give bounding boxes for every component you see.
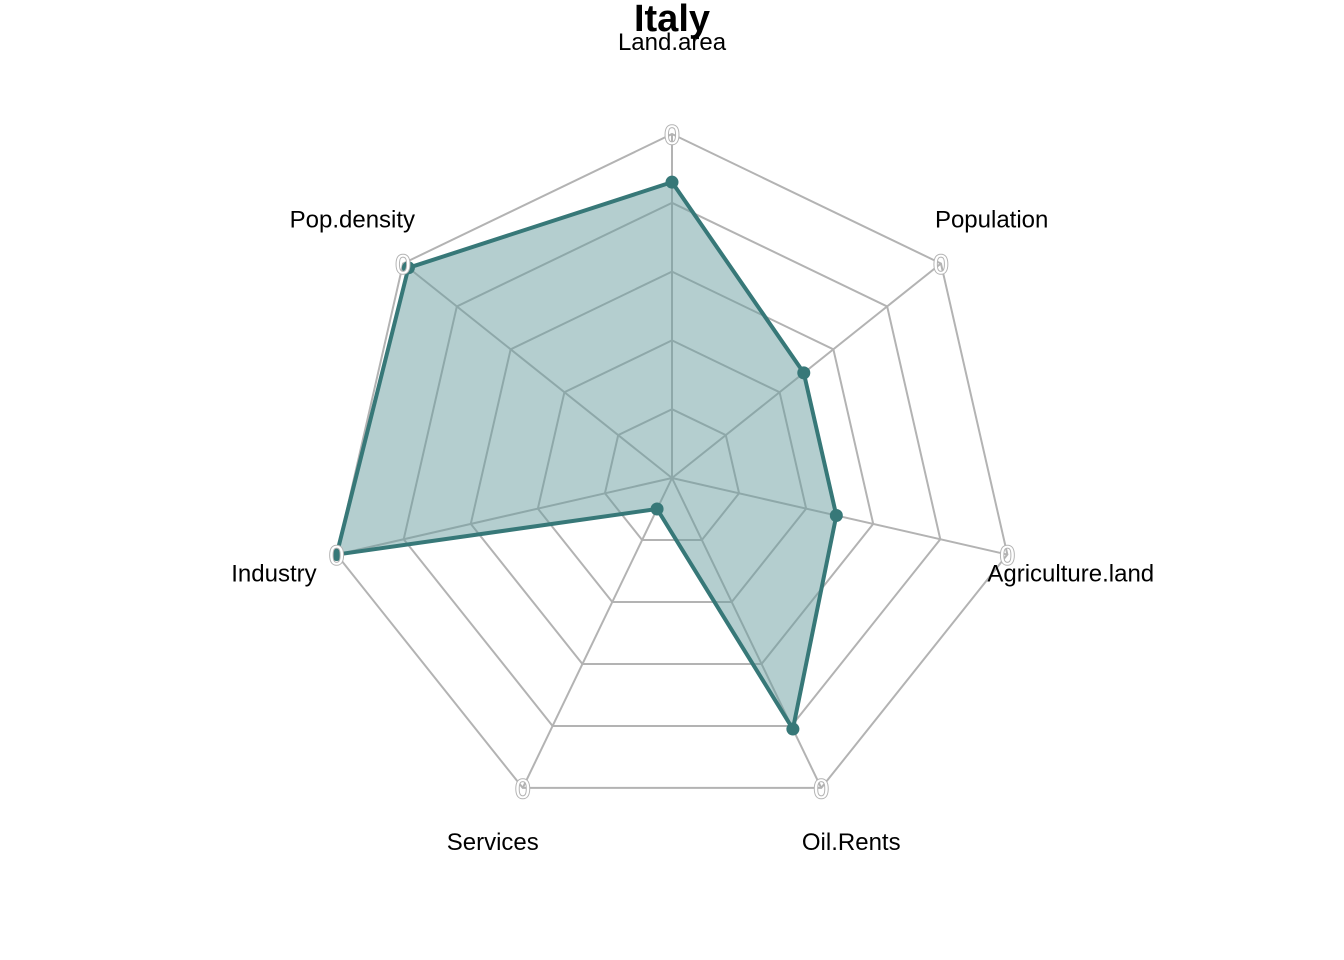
data-point-Pop.density bbox=[401, 261, 415, 275]
ring-value-label-Industry: 0 bbox=[329, 541, 344, 571]
data-point-Oil.Rents bbox=[786, 722, 800, 736]
chart-title: Italy bbox=[634, 0, 710, 40]
data-point-Population bbox=[797, 366, 811, 380]
ring-value-label-Population: 0 bbox=[933, 250, 948, 280]
data-layer bbox=[330, 175, 843, 736]
axis-label-Pop.density: Pop.density bbox=[290, 207, 415, 234]
data-point-Industry bbox=[330, 548, 344, 562]
ring-value-label-Services: 0 bbox=[515, 774, 530, 804]
axis-label-Industry: Industry bbox=[231, 561, 316, 588]
spoke-Services bbox=[521, 477, 673, 789]
axis-label-Population: Population bbox=[935, 207, 1048, 234]
data-point-Land.area bbox=[665, 175, 679, 189]
ring-value-label-Pop.density: 0 bbox=[396, 250, 411, 280]
label-layer: 0Land.area0Population0Agriculture.land0O… bbox=[231, 29, 1154, 856]
axis-label-Services: Services bbox=[447, 829, 539, 856]
ring-value-label-Agriculture.land: 0 bbox=[1000, 541, 1015, 571]
series-polygon-0 bbox=[334, 180, 839, 732]
ring-value-label-Land.area: 0 bbox=[664, 120, 679, 150]
data-point-Services bbox=[650, 502, 664, 516]
data-point-Agriculture.land bbox=[829, 509, 843, 523]
axis-label-Land.area: Land.area bbox=[618, 29, 727, 56]
axis-label-Agriculture.land: Agriculture.land bbox=[987, 561, 1154, 588]
axis-label-Oil.Rents: Oil.Rents bbox=[802, 829, 901, 856]
grid-ring-5 bbox=[335, 132, 1009, 789]
ring-value-label-Oil.Rents: 0 bbox=[814, 774, 829, 804]
